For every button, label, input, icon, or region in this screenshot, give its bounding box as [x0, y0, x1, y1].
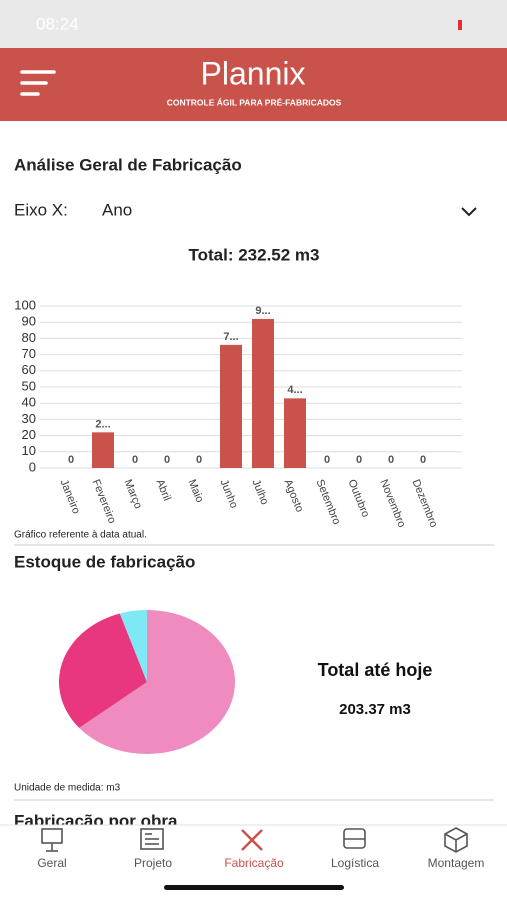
bar — [252, 318, 274, 468]
logo: Plannix — [201, 55, 306, 91]
bar — [220, 344, 242, 468]
x-tick-label: Fevereiro — [90, 478, 119, 526]
bar — [92, 432, 114, 468]
menu-button[interactable] — [20, 70, 56, 96]
y-tick-label: 0 — [29, 459, 36, 474]
y-tick-label: 50 — [22, 378, 36, 393]
tagline: CONTROLE ÁGIL PARA PRÉ-FABRICADOS — [167, 97, 342, 107]
value-label: 2... — [95, 418, 110, 430]
header — [0, 48, 507, 121]
value-label: 0 — [196, 454, 202, 466]
tab-label[interactable]: Logística — [331, 856, 379, 870]
x-tick-label: Agosto — [282, 478, 306, 514]
total: Total: 232.52 m3 — [188, 245, 319, 264]
y-tick-label: 80 — [22, 330, 36, 345]
time: 08:24 — [36, 14, 79, 33]
tab-label[interactable]: Montagem — [428, 856, 485, 870]
x-tick-label: Junho — [218, 478, 240, 510]
value-label: 0 — [164, 454, 170, 466]
tab-label[interactable]: Projeto — [134, 856, 172, 870]
section-title: Estoque de fabricação — [14, 552, 195, 571]
x-tick-label: Julho — [250, 478, 271, 507]
y-tick-label: 60 — [22, 362, 36, 377]
y-tick-label: 40 — [22, 395, 36, 410]
value-label: 9... — [255, 305, 270, 317]
value-label: 0 — [68, 454, 74, 466]
battery — [458, 20, 462, 30]
home-indicator — [164, 885, 344, 890]
value-label: 0 — [420, 454, 426, 466]
bar — [284, 398, 306, 468]
y-tick-label: 90 — [22, 314, 36, 329]
total-label: Total até hoje — [318, 660, 433, 680]
dropdown-arrow[interactable] — [461, 207, 477, 217]
value-label: 0 — [356, 454, 362, 466]
tab-icons — [41, 827, 468, 853]
x-tick-label: Janeiro — [58, 478, 83, 516]
y-tick-label: 10 — [22, 443, 36, 458]
section-title: Análise Geral de Fabricação — [14, 155, 242, 174]
value-label: 0 — [388, 454, 394, 466]
tab-label[interactable]: Geral — [37, 856, 66, 870]
x-tick-label: Outubro — [346, 478, 372, 519]
value-label: 7... — [223, 331, 238, 343]
footnote: Unidade de medida: m3 — [14, 783, 121, 794]
pie-slice — [119, 610, 147, 682]
pie-slice — [58, 613, 148, 728]
value-label: 0 — [132, 454, 138, 466]
axis-select[interactable]: Ano — [102, 200, 132, 219]
pie-slice — [79, 610, 235, 754]
value-label: 0 — [324, 454, 330, 466]
x-tick-label: Setembro — [314, 478, 343, 527]
x-tick-label: Novembro — [378, 478, 408, 530]
x-tick-label: Maio — [186, 478, 206, 505]
value-label: 4... — [287, 384, 302, 396]
total-value: 203.37 m3 — [339, 701, 411, 718]
x-tick-label: Dezembro — [410, 478, 440, 530]
status-bar — [0, 0, 507, 48]
y-tick-label: 100 — [14, 297, 36, 312]
y-tick-label: 20 — [22, 427, 36, 442]
axis-label: Eixo X: — [14, 200, 68, 219]
footnote: Gráfico referente à data atual. — [14, 530, 147, 541]
y-tick-label: 70 — [22, 346, 36, 361]
y-tick-label: 30 — [22, 411, 36, 426]
x-tick-label: Abril — [154, 478, 173, 503]
tab-label[interactable]: Fabricação — [224, 856, 284, 870]
x-tick-label: Março — [122, 478, 145, 511]
